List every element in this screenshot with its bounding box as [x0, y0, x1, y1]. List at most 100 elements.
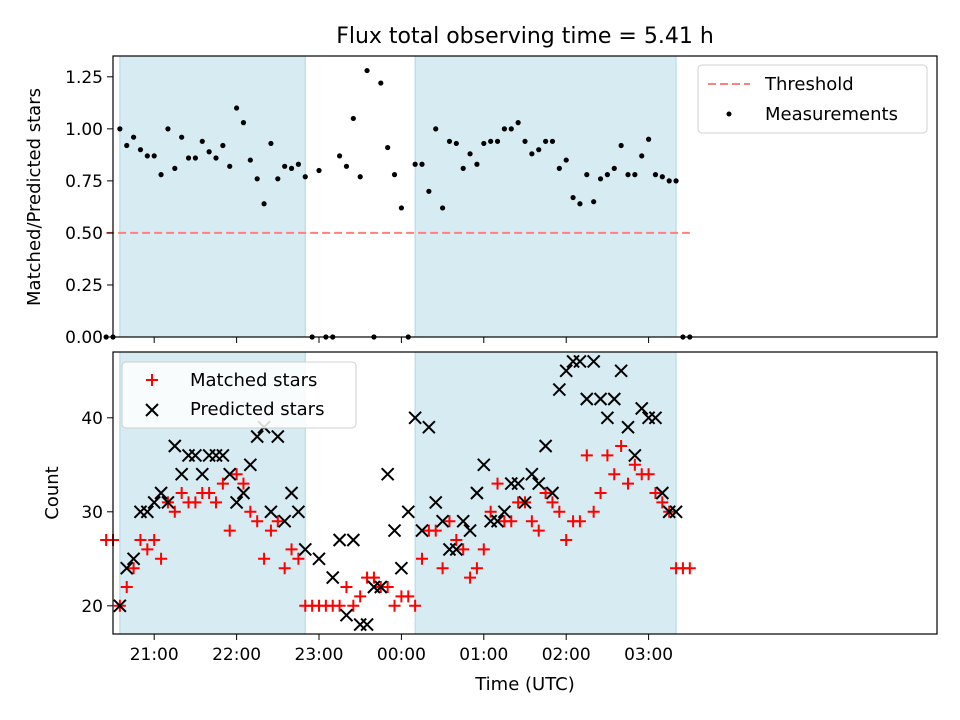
matched-star-point — [409, 599, 422, 612]
measurement-point — [227, 163, 233, 169]
matched-star-point — [642, 468, 655, 481]
matched-star-point — [560, 534, 573, 546]
measurement-point — [117, 126, 123, 132]
measurement-point — [467, 151, 473, 157]
matched-star-point — [505, 515, 518, 528]
predicted-star-point — [525, 467, 539, 481]
measurement-point — [556, 165, 562, 171]
predicted-star-point — [120, 561, 134, 575]
count-panel: 20 30 40 21:00 22:00 23:00 00:00 01:00 02:00 03:0… — [42, 351, 938, 695]
predicted-star-point — [188, 448, 203, 463]
matched-star-point — [477, 543, 490, 556]
matched-star-point — [464, 571, 477, 584]
matched-legend-marker — [146, 374, 158, 386]
measurement-point — [501, 126, 507, 132]
y-tick-label: 0.00 — [65, 328, 103, 348]
measurement-point — [220, 142, 226, 149]
predicted-star-point — [586, 354, 601, 369]
matched-star-point — [347, 599, 360, 612]
matched-star-point — [155, 552, 168, 565]
matched-star-point — [484, 505, 497, 518]
predicted-star-point — [374, 580, 388, 594]
matched-star-point — [649, 487, 662, 499]
predicted-star-point — [387, 523, 402, 538]
predicted-star-point — [552, 382, 567, 397]
matched-star-point — [416, 552, 428, 565]
predicted-star-point — [113, 599, 127, 613]
predicted-star-point — [380, 467, 395, 481]
measurement-point — [137, 147, 144, 153]
predicted-star-point — [635, 401, 649, 416]
predicted-star-point — [346, 533, 361, 547]
measurement-point — [652, 172, 659, 178]
matched-star-point — [656, 496, 669, 509]
matched-star-point — [532, 524, 545, 537]
matched-star-point — [429, 524, 442, 537]
predicted-star-point — [435, 514, 450, 528]
measurement-point — [302, 174, 308, 180]
predicted-star-point — [284, 486, 299, 500]
measurement-point — [673, 178, 679, 184]
measurement-point — [597, 176, 604, 182]
matched-star-point — [628, 458, 641, 471]
predicted-star-point — [353, 617, 367, 632]
predicted-star-point — [490, 514, 505, 528]
measurement-point — [604, 172, 611, 178]
measurement-point — [460, 165, 466, 171]
y-tick-label: 40 — [81, 409, 103, 429]
measurement-point — [666, 178, 672, 184]
matched-star-point — [340, 581, 353, 593]
predicted-star-point — [360, 617, 374, 632]
predicted-star-point — [277, 514, 292, 528]
matched-star-point — [381, 581, 394, 593]
shaded-windows — [119, 56, 677, 337]
figure-title: Flux total observing time = 5.41 h — [336, 24, 714, 49]
matched-star-point — [141, 543, 154, 556]
matched-star-point — [580, 449, 593, 462]
measurement-point — [199, 138, 205, 144]
measurement-point — [522, 138, 528, 144]
measurement-point — [247, 157, 253, 163]
x-tick-label: 22:00 — [212, 645, 261, 665]
measurement-point — [144, 153, 150, 159]
measurement-point — [529, 151, 535, 157]
measurement-point — [240, 120, 247, 126]
matched-star-point — [230, 468, 243, 481]
measurement-point — [213, 155, 219, 161]
predicted-star-point — [415, 523, 429, 538]
measurement-point — [577, 201, 583, 207]
measurement-point — [481, 140, 487, 147]
observing-window — [415, 56, 677, 337]
measurement-point — [124, 142, 130, 149]
measurement-point — [350, 115, 356, 122]
matched-star-point — [175, 487, 188, 499]
predicted-star-point — [559, 364, 573, 378]
matched-star-point — [491, 477, 504, 490]
matched-star-point — [210, 496, 222, 509]
measurement-point — [337, 153, 343, 159]
predicted-star-point — [250, 429, 264, 444]
matched-star-point — [525, 515, 538, 528]
predicted-star-point — [538, 439, 553, 453]
measurement-point — [391, 172, 398, 178]
predicted-star-point — [408, 411, 422, 425]
measurement-point — [378, 80, 384, 86]
y-tick-label: 1.00 — [65, 120, 103, 140]
predicted-stars-series — [113, 354, 683, 632]
matched-star-point — [683, 562, 696, 575]
predicted-star-point — [449, 542, 464, 557]
predicted-star-point — [223, 467, 237, 481]
measurement-point — [646, 136, 652, 142]
count-y-axis-label: Count — [42, 466, 63, 519]
matched-stars-series — [100, 440, 696, 612]
measurement-point — [433, 126, 439, 132]
measurement-point — [659, 174, 665, 180]
measurement-point — [611, 165, 617, 171]
measurement-point — [261, 201, 267, 207]
measurement-point — [453, 140, 459, 147]
measurement-point — [254, 176, 260, 182]
matched-star-point — [168, 505, 181, 518]
measurement-point — [158, 172, 164, 178]
predicted-star-point — [216, 448, 230, 463]
